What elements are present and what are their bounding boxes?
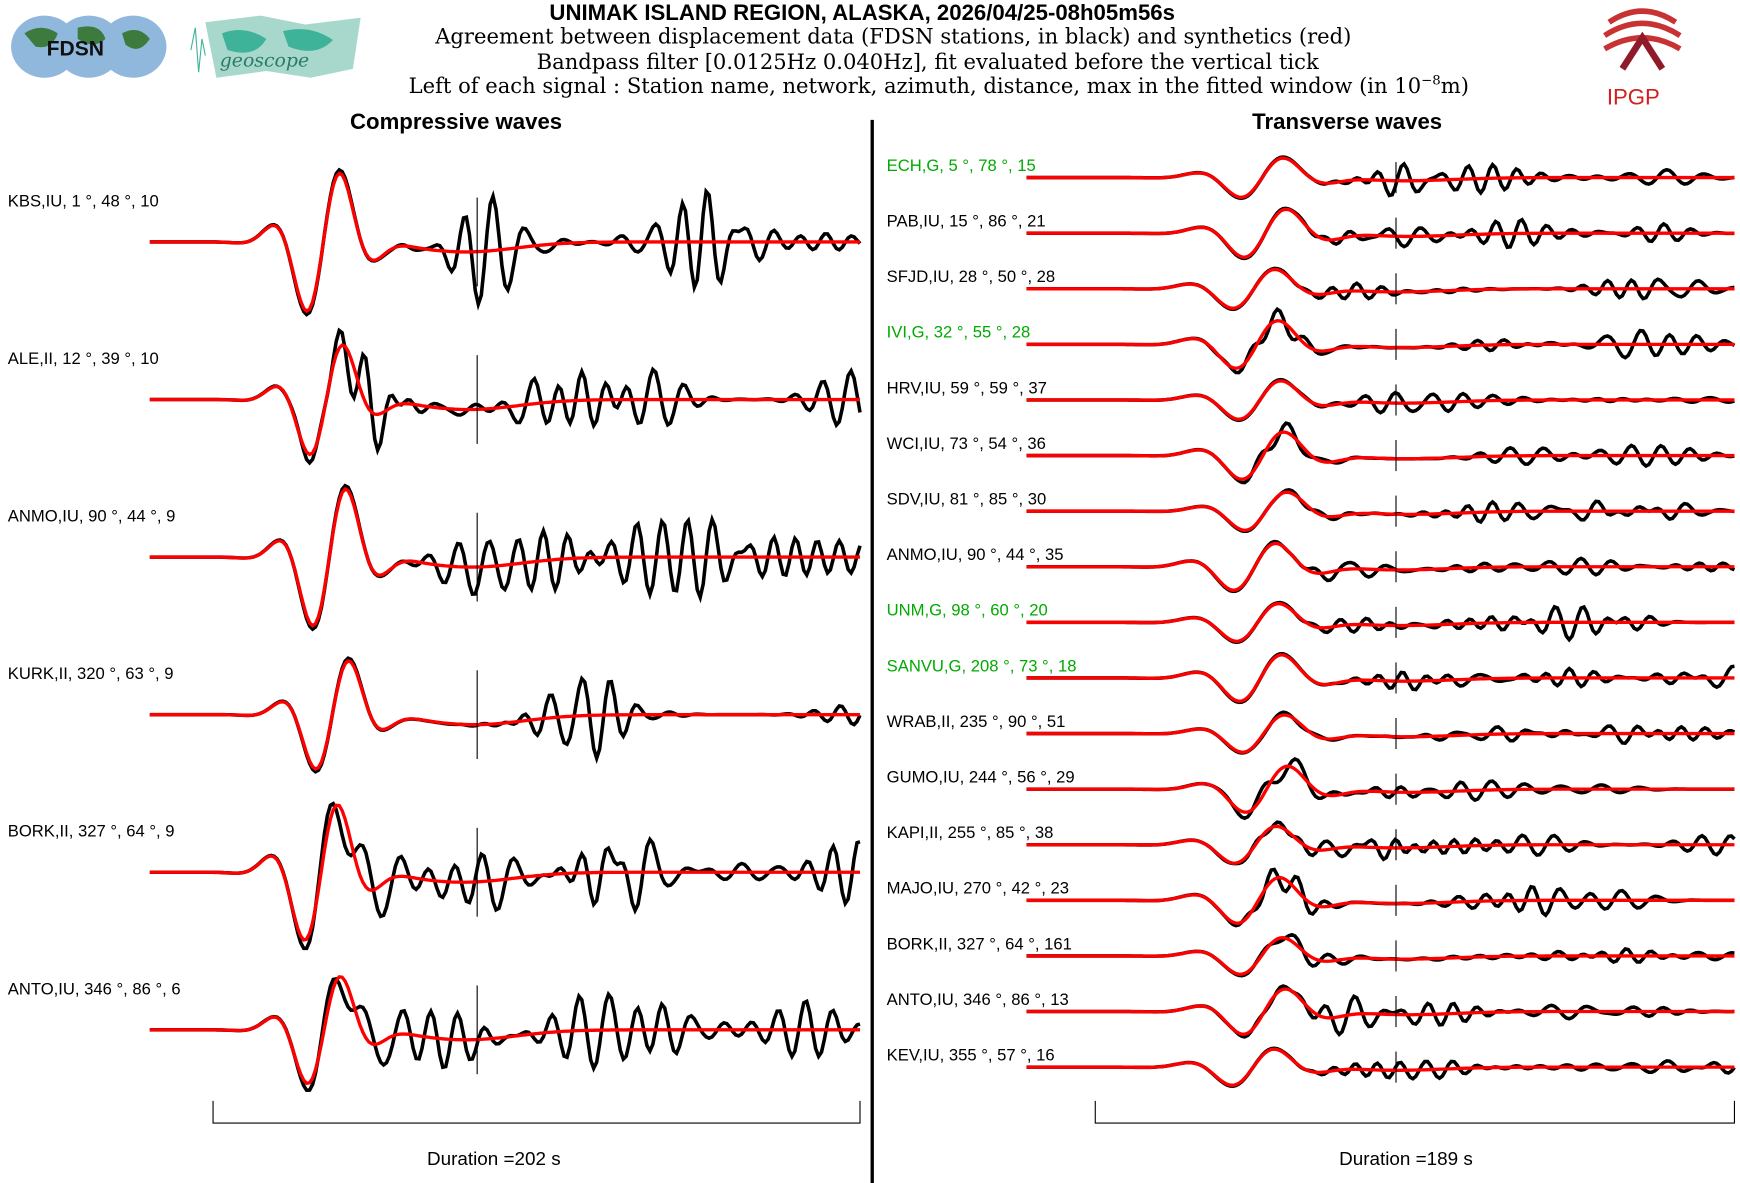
compressive-panel-title: Compressive waves: [350, 109, 562, 134]
svg-text:geoscope: geoscope: [220, 50, 309, 72]
station-label: ALE,II, 12 °, 39 °, 10: [8, 349, 159, 368]
trace-row: KAPI,II, 255 °, 85 °, 38: [887, 820, 1736, 866]
station-label: ANMO,IU, 90 °, 44 °, 35: [887, 545, 1064, 564]
trace-row: ALE,II, 12 °, 39 °, 10: [8, 327, 862, 466]
trace-row: HRV,IU, 59 °, 59 °, 37: [887, 377, 1735, 423]
data-trace: [1026, 820, 1736, 866]
synthetic-trace: [1026, 379, 1735, 421]
trace-row: ANTO,IU, 346 °, 86 °, 13: [887, 984, 1735, 1039]
subtitle-filter: Bandpass filter [0.0125Hz 0.040Hz], fit …: [537, 49, 1319, 74]
trace-row: IVI,G, 32 °, 55 °, 28: [887, 306, 1736, 375]
synthetic-trace: [1026, 875, 1735, 925]
station-label: SANVU,G, 208 °, 73 °, 18: [887, 656, 1077, 675]
subtitle-agreement: Agreement between displacement data (FDS…: [434, 23, 1351, 48]
synthetic-trace: [149, 343, 861, 457]
compressive-panel: KBS,IU, 1 °, 48 °, 10 ALE,II, 12 °, 39 °,…: [8, 167, 862, 1093]
svg-text:FDSN: FDSN: [47, 38, 104, 61]
trace-row: MAJO,IU, 270 °, 42 °, 23: [887, 867, 1735, 928]
duration-compressive: Duration =202 s: [427, 1148, 561, 1169]
svg-text:IPGP: IPGP: [1607, 84, 1660, 109]
synthetic-trace: [1026, 764, 1735, 814]
trace-row: WRAB,II, 235 °, 90 °, 51: [887, 710, 1736, 755]
synthetic-trace: [1026, 430, 1735, 482]
duration-bracket-compressive: [212, 1100, 861, 1124]
data-trace: [1026, 306, 1736, 375]
station-label: IVI,G, 32 °, 55 °, 28: [887, 323, 1031, 342]
station-label: ANTO,IU, 346 °, 86 °, 13: [887, 990, 1069, 1009]
synthetic-trace: [1026, 936, 1735, 976]
transverse-panel-title: Transverse waves: [1252, 109, 1442, 134]
trace-row: ANTO,IU, 346 °, 86 °, 6: [8, 975, 861, 1093]
synthetic-trace: [1026, 602, 1735, 644]
trace-row: KBS,IU, 1 °, 48 °, 10: [8, 167, 862, 317]
subtitle-legend: Left of each signal : Station name, netw…: [409, 73, 1469, 98]
trace-row: SANVU,G, 208 °, 73 °, 18: [887, 651, 1735, 705]
station-label: ANTO,IU, 346 °, 86 °, 6: [8, 979, 181, 998]
trace-row: KURK,II, 320 °, 63 °, 9: [8, 656, 862, 774]
station-label: KEV,IU, 355 °, 57 °, 16: [887, 1045, 1055, 1064]
synthetic-trace: [149, 975, 861, 1086]
trace-row: GUMO,IU, 244 °, 56 °, 29: [887, 757, 1735, 821]
duration-bracket-transverse: [1094, 1100, 1736, 1124]
station-label: SDV,IU, 81 °, 85 °, 30: [887, 490, 1047, 509]
synthetic-trace: [1026, 267, 1735, 310]
synthetic-trace: [1026, 490, 1735, 533]
transverse-panel: ECH,G, 5 °, 78 °, 15 PAB,IU, 15 °, 86 °, …: [887, 155, 1736, 1088]
station-label: SFJD,IU, 28 °, 50 °, 28: [887, 267, 1056, 286]
station-label: BORK,II, 327 °, 64 °, 9: [8, 822, 175, 841]
station-label: GUMO,IU, 244 °, 56 °, 29: [887, 767, 1075, 786]
synthetic-trace: [1026, 824, 1735, 865]
synthetic-trace: [1026, 987, 1735, 1036]
data-trace: [1026, 867, 1735, 928]
trace-row: WCI,IU, 73 °, 54 °, 36: [887, 421, 1735, 485]
trace-row: ANMO,IU, 90 °, 44 °, 35: [887, 539, 1736, 594]
synthetic-trace: [149, 659, 861, 771]
fdsn-logo: FDSN: [11, 15, 167, 78]
ipgp-logo: IPGP: [1603, 8, 1682, 109]
station-label: ANMO,IU, 90 °, 44 °, 9: [8, 507, 176, 526]
station-label: KBS,IU, 1 °, 48 °, 10: [8, 191, 159, 210]
station-label: UNM,G, 98 °, 60 °, 20: [887, 601, 1048, 620]
synthetic-trace: [1026, 713, 1735, 754]
station-label: BORK,II, 327 °, 64 °, 161: [887, 934, 1072, 953]
trace-row: ECH,G, 5 °, 78 °, 15: [887, 155, 1735, 201]
trace-row: PAB,IU, 15 °, 86 °, 21: [887, 206, 1735, 261]
synthetic-trace: [149, 486, 861, 628]
duration-transverse: Duration =189 s: [1339, 1148, 1473, 1169]
station-label: KURK,II, 320 °, 63 °, 9: [8, 664, 174, 683]
data-trace: [149, 801, 861, 951]
trace-row: ANMO,IU, 90 °, 44 °, 9: [8, 483, 862, 632]
data-trace: [1026, 421, 1735, 485]
station-label: WCI,IU, 73 °, 54 °, 36: [887, 434, 1046, 453]
station-label: MAJO,IU, 270 °, 42 °, 23: [887, 879, 1069, 898]
trace-row: UNM,G, 98 °, 60 °, 20: [887, 601, 1735, 645]
station-label: HRV,IU, 59 °, 59 °, 37: [887, 378, 1047, 397]
data-trace: [149, 976, 861, 1093]
trace-row: BORK,II, 327 °, 64 °, 9: [8, 801, 861, 951]
synthetic-trace: [149, 803, 861, 942]
synthetic-trace: [1026, 156, 1735, 200]
trace-row: SDV,IU, 81 °, 85 °, 30: [887, 488, 1735, 534]
synthetic-trace: [149, 171, 861, 314]
trace-row: BORK,II, 327 °, 64 °, 161: [887, 932, 1735, 978]
trace-row: KEV,IU, 355 °, 57 °, 16: [887, 1045, 1736, 1088]
geoscope-logo: geoscope: [190, 15, 361, 78]
station-label: KAPI,II, 255 °, 85 °, 38: [887, 823, 1054, 842]
station-label: WRAB,II, 235 °, 90 °, 51: [887, 712, 1066, 731]
synthetic-trace: [1026, 319, 1735, 370]
synthetic-trace: [1026, 541, 1735, 592]
synthetic-trace: [1026, 653, 1735, 703]
synthetic-trace: [1026, 1047, 1735, 1087]
station-label: PAB,IU, 15 °, 86 °, 21: [887, 212, 1046, 231]
station-label: ECH,G, 5 °, 78 °, 15: [887, 156, 1036, 175]
synthetic-trace: [1026, 207, 1735, 259]
figure-title: UNIMAK ISLAND REGION, ALASKA, 2026/04/25…: [549, 0, 1175, 25]
trace-row: SFJD,IU, 28 °, 50 °, 28: [887, 266, 1735, 312]
